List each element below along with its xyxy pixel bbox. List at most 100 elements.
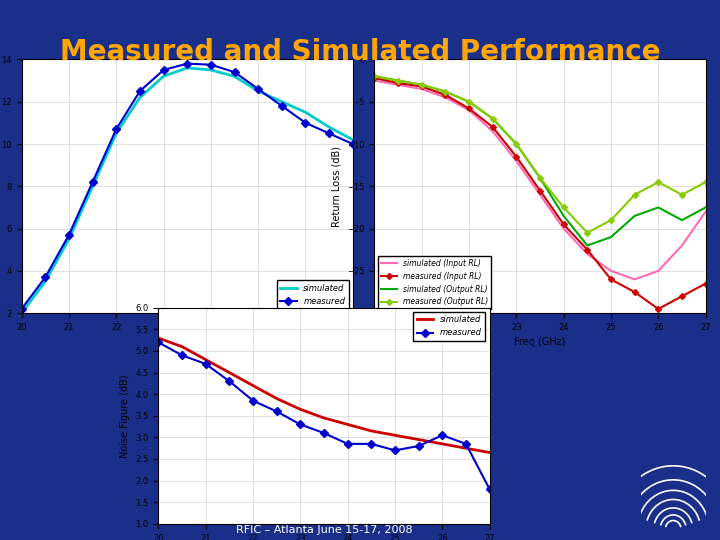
measured (Input RL) — [512, 153, 521, 160]
simulated — [230, 73, 239, 79]
simulated — [348, 137, 357, 143]
measured — [367, 441, 376, 447]
Line: simulated (Input RL): simulated (Input RL) — [374, 80, 706, 279]
measured — [391, 447, 400, 454]
simulated — [154, 335, 163, 341]
simulated (Input RL) — [394, 82, 402, 88]
measured — [41, 274, 50, 280]
simulated — [225, 369, 234, 376]
simulated (Output RL) — [559, 213, 568, 219]
measured (Output RL) — [630, 192, 639, 198]
measured (Output RL) — [536, 174, 544, 181]
measured — [112, 126, 120, 132]
simulated (Output RL) — [607, 234, 616, 240]
Line: simulated: simulated — [158, 338, 490, 453]
simulated — [178, 343, 186, 350]
simulated (Input RL) — [370, 77, 379, 84]
simulated — [41, 278, 50, 285]
simulated — [414, 436, 423, 443]
measured — [159, 67, 168, 73]
measured (Output RL) — [512, 141, 521, 147]
measured (Output RL) — [441, 89, 450, 95]
Line: simulated: simulated — [22, 68, 353, 313]
measured — [154, 339, 163, 346]
measured — [202, 361, 210, 367]
simulated (Output RL) — [394, 77, 402, 84]
simulated — [367, 428, 376, 434]
measured (Input RL) — [630, 289, 639, 295]
measured — [272, 408, 281, 415]
measured (Output RL) — [678, 192, 686, 198]
measured (Output RL) — [559, 204, 568, 211]
simulated — [277, 98, 286, 105]
measured — [89, 179, 97, 185]
simulated (Input RL) — [630, 276, 639, 282]
measured — [348, 141, 357, 147]
Line: measured (Output RL): measured (Output RL) — [372, 74, 708, 235]
measured (Input RL) — [488, 124, 497, 130]
simulated — [391, 432, 400, 438]
Text: RFIC – Atlanta June 15-17, 2008: RFIC – Atlanta June 15-17, 2008 — [235, 524, 413, 535]
Line: measured (Input RL): measured (Input RL) — [372, 76, 708, 311]
measured — [414, 443, 423, 449]
simulated — [320, 415, 328, 421]
simulated (Output RL) — [701, 204, 710, 211]
simulated — [325, 124, 333, 130]
simulated (Output RL) — [441, 89, 450, 95]
Text: Measured and Simulated Performance: Measured and Simulated Performance — [60, 38, 660, 66]
simulated — [462, 445, 470, 451]
Line: measured: measured — [19, 61, 356, 312]
simulated (Output RL) — [418, 82, 426, 88]
simulated — [17, 310, 26, 316]
measured — [320, 430, 328, 436]
simulated — [296, 406, 305, 413]
measured (Input RL) — [607, 276, 616, 282]
measured (Input RL) — [559, 221, 568, 228]
measured (Input RL) — [464, 105, 473, 112]
Y-axis label: Noise Figure (dB): Noise Figure (dB) — [120, 374, 130, 457]
simulated (Input RL) — [488, 128, 497, 134]
measured (Output RL) — [488, 116, 497, 122]
simulated (Input RL) — [441, 94, 450, 100]
simulated — [301, 109, 310, 116]
measured — [343, 441, 352, 447]
measured (Input RL) — [394, 80, 402, 86]
simulated (Input RL) — [678, 242, 686, 249]
measured — [462, 441, 470, 447]
X-axis label: Freq (GHz): Freq (GHz) — [161, 338, 213, 347]
simulated — [254, 88, 263, 94]
measured — [230, 69, 239, 76]
simulated — [485, 449, 494, 456]
measured — [207, 62, 215, 68]
simulated (Input RL) — [418, 86, 426, 92]
simulated (Output RL) — [370, 73, 379, 79]
simulated — [438, 441, 446, 447]
measured — [225, 378, 234, 384]
Line: simulated (Output RL): simulated (Output RL) — [374, 76, 706, 246]
simulated (Output RL) — [678, 217, 686, 224]
measured (Output RL) — [394, 77, 402, 84]
simulated (Input RL) — [607, 268, 616, 274]
Line: measured: measured — [156, 340, 492, 492]
measured — [135, 88, 144, 94]
Legend: simulated, measured: simulated, measured — [413, 312, 485, 341]
Legend: simulated (Input RL), measured (Input RL), simulated (Output RL), measured (Outp: simulated (Input RL), measured (Input RL… — [378, 256, 491, 309]
measured — [277, 103, 286, 109]
measured (Input RL) — [583, 246, 592, 253]
simulated — [343, 421, 352, 428]
simulated (Input RL) — [512, 158, 521, 164]
simulated — [135, 94, 144, 100]
simulated (Output RL) — [583, 242, 592, 249]
measured (Output RL) — [701, 179, 710, 185]
simulated — [207, 67, 215, 73]
measured (Output RL) — [418, 82, 426, 88]
simulated — [248, 382, 257, 389]
measured (Input RL) — [536, 187, 544, 194]
simulated (Output RL) — [654, 204, 662, 211]
simulated (Input RL) — [464, 107, 473, 113]
measured — [254, 86, 263, 92]
measured — [183, 60, 192, 67]
measured — [325, 130, 333, 137]
measured — [17, 306, 26, 312]
measured (Input RL) — [441, 92, 450, 98]
